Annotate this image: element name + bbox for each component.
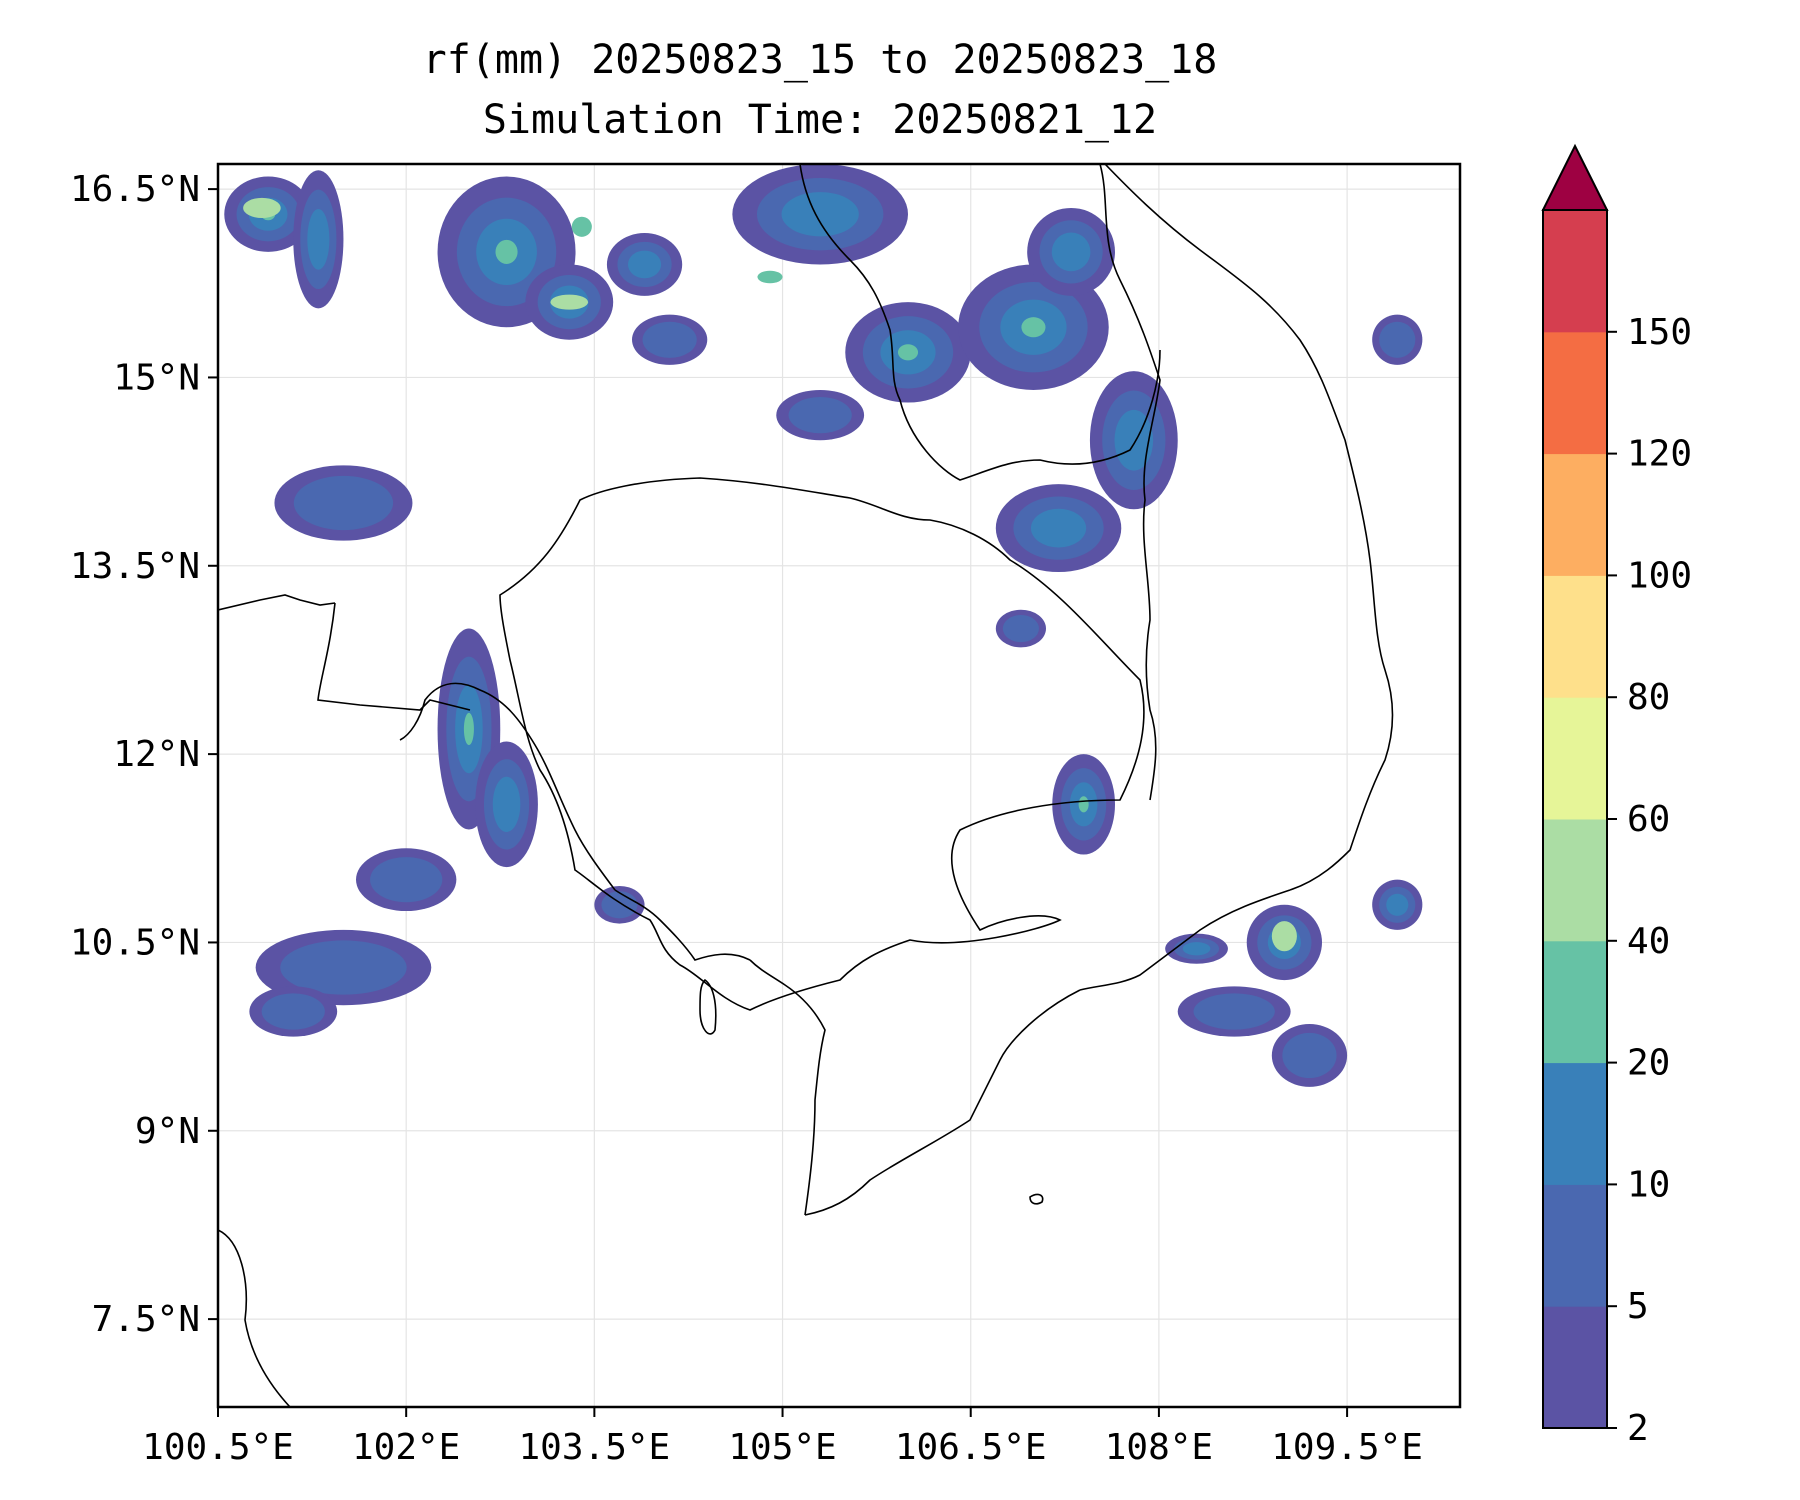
x-tick-label: 109.5°E — [1271, 1427, 1423, 1468]
y-tick-label: 12°N — [113, 734, 200, 775]
rain-cell — [293, 475, 394, 531]
vietnam-coast-central — [1104, 164, 1394, 891]
gulf-of-thailand-coast-east — [749, 959, 826, 1216]
y-tick-label: 10.5°N — [70, 922, 200, 963]
thailand-west-coast — [218, 1229, 291, 1407]
colorbar-tick-label: 150 — [1627, 312, 1692, 353]
x-tick-label: 108°E — [1105, 1427, 1213, 1468]
colorbar-tick-label: 100 — [1627, 555, 1692, 596]
x-tick-label: 106.5°E — [895, 1427, 1047, 1468]
chart-subtitle: Simulation Time: 20250821_12 — [482, 97, 1158, 143]
rain-cell — [495, 239, 518, 264]
rain-cell — [463, 712, 474, 746]
rain-cell — [1379, 321, 1416, 358]
rain-peak — [550, 294, 589, 310]
rain-cell — [307, 208, 330, 270]
colorbar-tick-label: 2 — [1627, 1408, 1649, 1449]
rain-cell — [280, 940, 407, 995]
rain-cell — [627, 250, 662, 279]
cambodia-border — [499, 477, 1145, 1011]
y-axis-ticks: 16.5°N 15°N 13.5°N 12°N 10.5°N 9°N 7.5°N — [70, 169, 218, 1340]
rain-cell — [601, 891, 638, 919]
y-tick-label: 9°N — [135, 1111, 200, 1152]
rain-cell — [1002, 614, 1039, 643]
mekong-delta-coast — [804, 989, 1081, 1216]
colorbar-tick-label: 40 — [1627, 921, 1670, 962]
colorbar-segment — [1543, 1306, 1607, 1429]
chart-title: rf(mm) 20250823_15 to 20250823_18 — [422, 37, 1218, 83]
map-frame — [216, 162, 1462, 1409]
con-dao-island — [1029, 1193, 1044, 1205]
rain-cell — [1021, 317, 1046, 338]
rain-cell — [1386, 893, 1409, 916]
rain-cell — [781, 192, 859, 237]
rain-cell — [1193, 993, 1275, 1030]
colorbar-tick-label: 10 — [1627, 1164, 1670, 1205]
colorbar-segment — [1543, 331, 1607, 455]
colorbar-segment — [1543, 575, 1607, 698]
y-tick-label: 13.5°N — [70, 546, 200, 587]
colorbar-tick-label: 5 — [1627, 1286, 1649, 1327]
phu-quoc-island — [699, 978, 717, 1035]
rain-cell — [1078, 796, 1089, 813]
colorbar-tick-label: 120 — [1627, 434, 1692, 475]
colorbar-segment — [1543, 1062, 1607, 1185]
x-tick-label: 105°E — [728, 1427, 836, 1468]
rain-cell — [1182, 942, 1211, 956]
thailand-border-west — [317, 602, 471, 711]
rain-peak — [571, 216, 592, 237]
coastlines-and-borders — [218, 164, 1394, 1407]
thailand-coast-east — [399, 682, 616, 891]
x-tick-label: 100.5°E — [142, 1427, 294, 1468]
vietnam-laos-border — [1099, 164, 1161, 801]
rain-cell — [261, 993, 325, 1030]
rainfall-field — [224, 164, 1423, 1087]
colorbar-segment — [1543, 697, 1607, 820]
rain-cell — [1051, 232, 1091, 272]
colorbar-segment — [1543, 210, 1607, 333]
rain-cell — [370, 857, 443, 903]
colorbar-tick-label: 20 — [1627, 1043, 1670, 1084]
rain-peak — [243, 197, 281, 218]
colorbar-segment — [1543, 940, 1607, 1064]
colorbar-segment — [1543, 819, 1607, 942]
colorbar-segment — [1543, 1184, 1607, 1307]
rain-cell — [1114, 409, 1154, 471]
rain-cell — [642, 321, 697, 358]
y-tick-label: 16.5°N — [70, 169, 200, 210]
map-background — [218, 164, 1460, 1407]
y-tick-label: 15°N — [113, 357, 200, 398]
rain-cell — [1282, 1032, 1337, 1079]
cambodia-coast — [614, 889, 751, 961]
rain-cell — [897, 344, 919, 361]
x-axis-ticks: 100.5°E 102°E 103.5°E 105°E 106.5°E 108°E 109.… — [142, 1407, 1423, 1468]
colorbar-tick-label: 80 — [1627, 677, 1670, 718]
colorbar-segment — [1543, 453, 1607, 576]
x-tick-label: 102°E — [352, 1427, 460, 1468]
colorbar-extend-arrow — [1541, 143, 1609, 211]
rain-cell — [788, 397, 852, 434]
rain-cell — [1030, 508, 1087, 548]
y-tick-label: 7.5°N — [92, 1299, 200, 1340]
rain-cell — [492, 776, 521, 832]
x-tick-label: 103.5°E — [519, 1427, 671, 1468]
thailand-border-north — [218, 594, 336, 611]
laos-border — [799, 164, 1161, 481]
rain-peak — [757, 270, 783, 284]
rain-peak — [1271, 921, 1297, 952]
colorbar-tick-label: 60 — [1627, 799, 1670, 840]
colorbar: 2 5 10 20 40 60 80 100 120 150 — [1541, 143, 1692, 1449]
vietnam-coast-south — [1079, 889, 1291, 991]
